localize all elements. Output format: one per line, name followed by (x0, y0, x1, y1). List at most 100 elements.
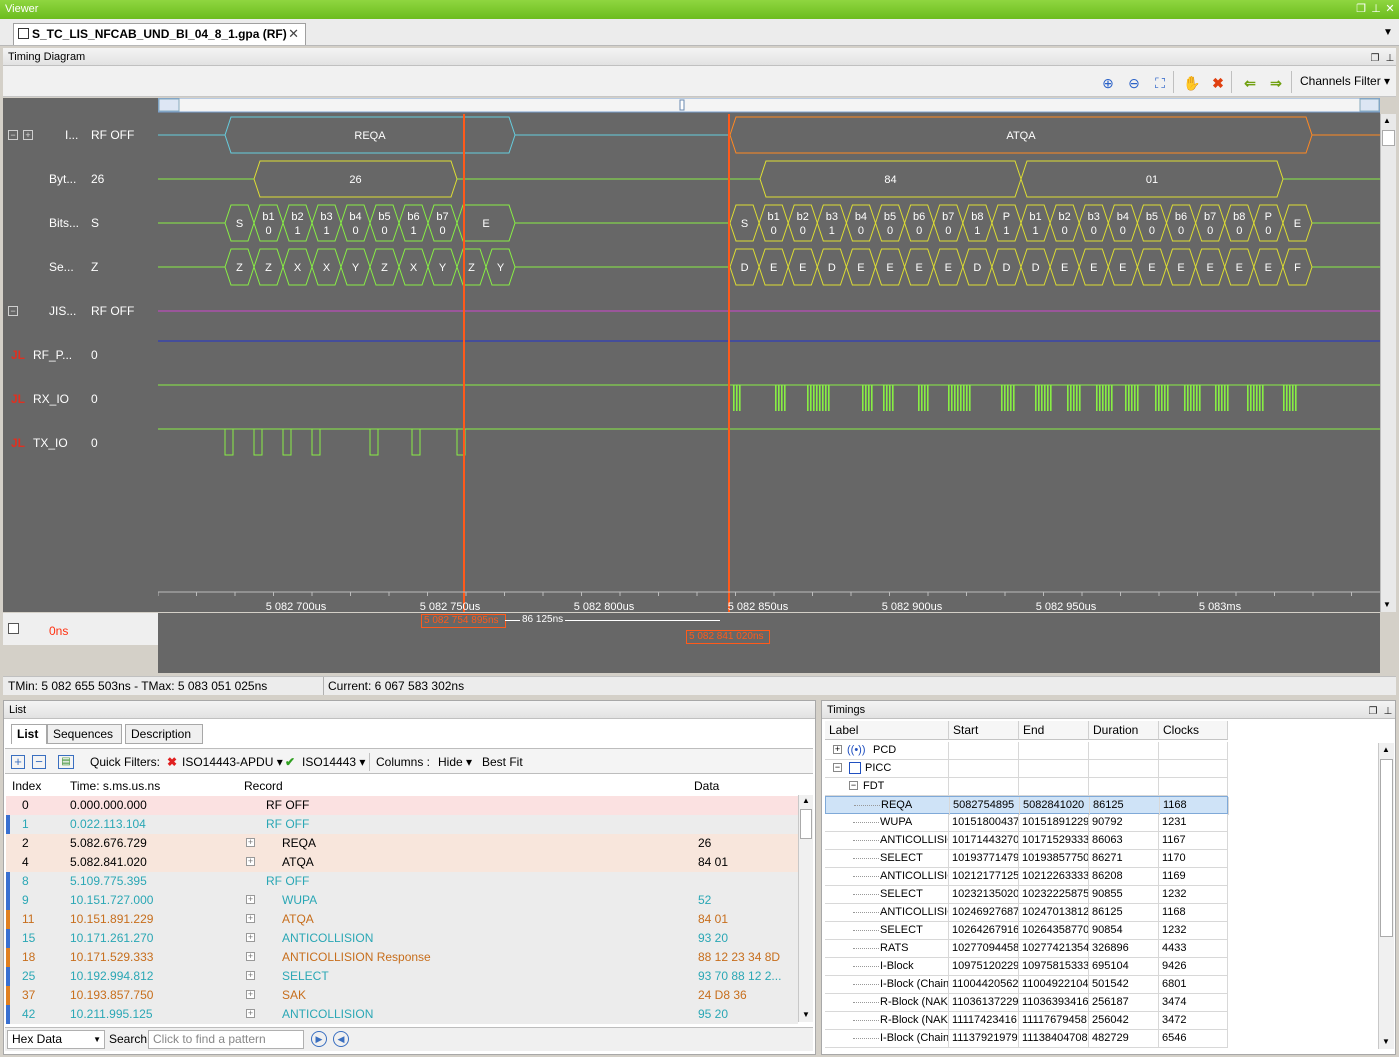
scroll-up-icon[interactable]: ▲ (802, 796, 810, 805)
close-icon[interactable]: ✕ (1385, 3, 1395, 15)
scroll-right-button[interactable] (1359, 98, 1380, 112)
zoom-in-icon[interactable]: ⊕ (1102, 75, 1114, 91)
signal-row-bytes[interactable]: Byt... 26 (3, 169, 158, 189)
marker-2-label[interactable]: 5 082 841 020ns (686, 630, 770, 644)
timings-row[interactable]: WUPA 10151800437 10151891229 90792 1231 (825, 814, 1228, 832)
expand-all-icon[interactable]: + (11, 755, 25, 769)
scroll-left-button[interactable] (158, 98, 180, 112)
previous-icon[interactable]: ⇐ (1244, 75, 1256, 91)
filter-iso14443-apdu[interactable]: ISO14443-APDU ▾ (182, 755, 283, 769)
pin-icon[interactable]: ⊥ (1383, 706, 1393, 717)
restore-icon[interactable]: ❐ (1356, 3, 1366, 15)
list-vertical-scrollbar[interactable]: ▲ ▼ (798, 795, 813, 1022)
export-icon[interactable]: ▤ (58, 755, 74, 769)
expand-icon[interactable]: + (246, 837, 255, 847)
list-row[interactable]: 15 10.171.261.270 + ANTICOLLISION 93 20 (6, 929, 798, 948)
timings-row[interactable]: I-Block (Chaine 11004420562 11004922104 501… (825, 976, 1228, 994)
list-header-record[interactable]: Record (238, 777, 688, 795)
hand-icon[interactable]: ✋ (1183, 75, 1201, 91)
timings-row[interactable]: SELECT 10193771479 10193857750 86271 1170 (825, 850, 1228, 868)
expand-icon[interactable]: + (246, 932, 255, 942)
list-row[interactable]: 4 5.082.841.020 + ATQA 84 01 (6, 853, 798, 872)
list-row[interactable]: 18 10.171.529.333 + ANTICOLLISION Response 8… (6, 948, 798, 967)
list-row[interactable]: 11 10.151.891.229 + ATQA 84 01 (6, 910, 798, 929)
signal-cell[interactable] (1282, 248, 1313, 286)
list-row[interactable]: 0 0.000.000.000 RF OFF (6, 796, 798, 815)
scroll-thumb[interactable] (800, 809, 812, 839)
signal-cell[interactable] (253, 160, 458, 198)
timings-row[interactable]: RATS 10277094458 10277421354 326896 4433 (825, 940, 1228, 958)
signal-cell[interactable] (1282, 204, 1313, 242)
signal-row-bits[interactable]: Bits... S (3, 213, 158, 233)
timings-row[interactable]: SELECT 10232135020 10232225875 90855 1232 (825, 886, 1228, 904)
collapse-icon[interactable]: − (833, 763, 842, 772)
list-row[interactable]: 8 5.109.775.395 RF OFF (6, 872, 798, 891)
scroll-thumb[interactable] (679, 99, 685, 111)
collapse-icon[interactable]: − (8, 306, 18, 316)
collapse-icon[interactable]: − (8, 130, 18, 140)
signal-cell[interactable] (224, 116, 516, 154)
scroll-up-icon[interactable]: ▲ (1382, 745, 1390, 754)
best-fit-button[interactable]: Best Fit (482, 755, 523, 769)
next-icon[interactable]: ⇒ (1270, 75, 1282, 91)
signal-row-rx-io[interactable]: JL RX_IO 0 (3, 389, 158, 409)
tree-group-fdt[interactable]: − FDT (825, 778, 1228, 796)
hide-columns-button[interactable]: Hide ▾ (438, 755, 473, 769)
signal-row-rf-power[interactable]: JL RF_P... 0 (3, 345, 158, 365)
timings-row[interactable]: R-Block (NAK) 11117423416 11117679458 25604… (825, 1012, 1228, 1030)
timings-row[interactable]: I-Block (Chaine 11137921979 11138404708 482… (825, 1030, 1228, 1048)
list-row[interactable]: 37 10.193.857.750 + SAK 24 D8 36 (6, 986, 798, 1005)
tab-list[interactable]: List (11, 724, 47, 744)
timings-header-label[interactable]: Label (825, 721, 949, 740)
horizontal-scrollbar[interactable] (158, 98, 1380, 113)
diagram-vertical-scrollbar[interactable]: ▲ ▼ (1380, 114, 1396, 612)
expand-icon[interactable]: + (246, 951, 255, 961)
tree-group-picc[interactable]: − PICC (825, 760, 1228, 778)
signal-row-sequence[interactable]: Se... Z (3, 257, 158, 277)
scroll-down-icon[interactable]: ▼ (802, 1010, 810, 1019)
timings-row[interactable]: ANTICOLLISIO 10171443270 10171529333 86063 1… (825, 832, 1228, 850)
document-tab[interactable]: S_TC_LIS_NFCAB_UND_BI_04_8_1.gpa (RF) ✕ (13, 23, 306, 45)
close-tab-icon[interactable]: ✕ (288, 26, 299, 41)
timings-row[interactable]: ANTICOLLISIO 10246927687 10247013812 86125 1… (825, 904, 1228, 922)
zoom-fit-icon[interactable]: ⛶ (1155, 75, 1165, 91)
list-row[interactable]: 25 10.192.994.812 + SELECT 93 70 88 12 2... (6, 967, 798, 986)
list-row[interactable]: 42 10.211.995.125 + ANTICOLLISION 95 20 (6, 1005, 798, 1024)
tab-sequences[interactable]: Sequences (47, 724, 122, 744)
channels-filter-button[interactable]: Channels Filter ▾ (1300, 74, 1391, 88)
scroll-up-icon[interactable]: ▲ (1383, 116, 1391, 125)
signal-row-iso[interactable]: − + I... RF OFF (3, 125, 158, 145)
zoom-out-icon[interactable]: ⊖ (1128, 75, 1140, 91)
scroll-down-icon[interactable]: ▼ (1382, 1037, 1390, 1046)
timings-row[interactable]: SELECT 10264267916 10264358770 90854 1232 (825, 922, 1228, 940)
expand-icon[interactable]: + (246, 1008, 255, 1018)
expand-icon[interactable]: + (833, 745, 842, 754)
collapse-all-icon[interactable]: − (32, 755, 46, 769)
cursor-checkbox[interactable] (8, 623, 19, 634)
filter-iso14443[interactable]: ISO14443 ▾ (302, 755, 366, 769)
scroll-down-icon[interactable]: ▼ (1383, 600, 1391, 609)
list-header-index[interactable]: Index (6, 777, 64, 795)
scroll-thumb[interactable] (1380, 759, 1393, 937)
tab-dropdown-icon[interactable]: ▼ (1383, 27, 1393, 38)
search-input[interactable]: Click to find a pattern (148, 1030, 304, 1049)
list-row[interactable]: 1 0.022.113.104 RF OFF (6, 815, 798, 834)
expand-icon[interactable]: + (246, 856, 255, 866)
list-row[interactable]: 2 5.082.676.729 + REQA 26 (6, 834, 798, 853)
search-next-icon[interactable]: ▶ (311, 1031, 327, 1047)
pin-icon[interactable]: ⊥ (1371, 3, 1381, 15)
timings-row[interactable]: R-Block (NAK) 11036137229 11036393416 25618… (825, 994, 1228, 1012)
signal-row-tx-io[interactable]: JL TX_IO 0 (3, 433, 158, 453)
maximize-icon[interactable]: ❐ (1368, 706, 1378, 717)
expand-icon[interactable]: + (246, 989, 255, 999)
expand-icon[interactable]: + (23, 130, 33, 140)
search-previous-icon[interactable]: ◀ (333, 1031, 349, 1047)
timings-header-clocks[interactable]: Clocks (1159, 721, 1228, 740)
timings-row[interactable]: ANTICOLLISIO 10212177125 10212263333 86208 1… (825, 868, 1228, 886)
clear-markers-icon[interactable]: ✖ (1212, 75, 1224, 91)
expand-icon[interactable]: + (246, 970, 255, 980)
marker-1-label[interactable]: 5 082 754 895ns (421, 614, 506, 628)
tree-group-pcd[interactable]: + ((•)) PCD (825, 742, 1228, 760)
timings-header-start[interactable]: Start (949, 721, 1019, 740)
